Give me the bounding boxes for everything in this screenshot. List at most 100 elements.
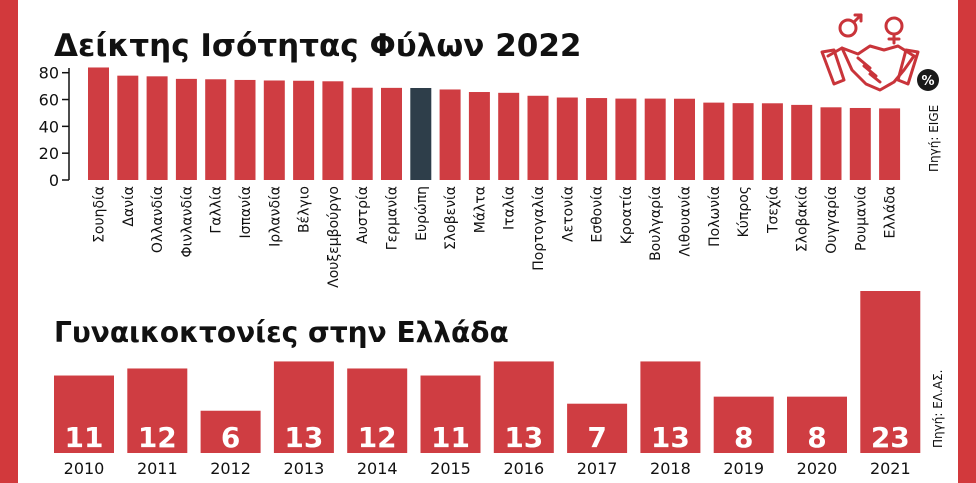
bar-value-label: 23 bbox=[871, 421, 910, 454]
year-label: 2014 bbox=[357, 459, 398, 478]
bar bbox=[493, 361, 554, 453]
chart1-source: Πηγή: EIGE bbox=[927, 105, 941, 172]
category-label: Ευρώπη bbox=[414, 186, 430, 241]
year-label: 2012 bbox=[210, 459, 251, 478]
bar-value-label: 8 bbox=[734, 421, 753, 454]
bar bbox=[175, 78, 197, 180]
bar bbox=[54, 375, 114, 453]
year-label: 2019 bbox=[723, 459, 764, 478]
chart1-bars bbox=[88, 67, 901, 180]
year-label: 2018 bbox=[650, 459, 691, 478]
category-label: Λουξεμβούργο bbox=[326, 186, 342, 288]
category-label: Ουγγαρία bbox=[824, 186, 840, 254]
category-label: Ολλανδία bbox=[150, 186, 166, 253]
category-label: Λετονία bbox=[560, 186, 576, 242]
y-tick-label: 80 bbox=[39, 64, 59, 83]
bar bbox=[791, 104, 813, 180]
category-label: Λιθουανία bbox=[678, 186, 694, 257]
category-label: Κύπρος bbox=[736, 186, 752, 237]
category-label: Μάλτα bbox=[472, 186, 488, 233]
chart2-year-labels: 2010 2011 2012 2013 2014 2015 2016 2017 2018 2019… bbox=[64, 459, 911, 478]
bar bbox=[88, 67, 109, 180]
category-label: Εσθονία bbox=[590, 186, 606, 243]
category-label: Ιρλανδία bbox=[267, 186, 283, 247]
bar bbox=[860, 291, 921, 453]
chart1-y-axis: 0 20 40 60 80 bbox=[39, 64, 70, 190]
category-label: Βέλγιο bbox=[297, 186, 313, 233]
bar bbox=[586, 98, 608, 180]
y-tick-label: 40 bbox=[39, 117, 59, 136]
bar bbox=[820, 107, 842, 180]
category-label: Ρουμανία bbox=[853, 186, 869, 251]
bar bbox=[556, 97, 578, 180]
category-label: Ισπανία bbox=[238, 186, 254, 238]
category-label: Βουλγαρία bbox=[648, 186, 664, 261]
category-label: Αυστρία bbox=[355, 186, 371, 244]
bar bbox=[293, 80, 315, 180]
bar bbox=[567, 403, 628, 453]
bar bbox=[351, 87, 373, 180]
bar bbox=[200, 410, 261, 453]
bar bbox=[527, 95, 549, 180]
bar bbox=[761, 103, 783, 180]
category-label: Πολωνία bbox=[707, 186, 723, 247]
bar bbox=[644, 98, 666, 180]
bar bbox=[234, 79, 256, 180]
bar bbox=[146, 76, 168, 180]
year-label: 2010 bbox=[64, 459, 105, 478]
category-label: Τσεχία bbox=[765, 186, 781, 234]
bar bbox=[879, 108, 901, 180]
bar bbox=[703, 102, 725, 180]
bar bbox=[615, 98, 637, 180]
bar bbox=[347, 368, 408, 453]
bar-value-label: 6 bbox=[221, 421, 240, 454]
category-label: Σουηδία bbox=[92, 186, 108, 243]
category-label: Γερμανία bbox=[385, 186, 401, 250]
bar bbox=[127, 368, 188, 453]
bar-value-label: 8 bbox=[807, 421, 826, 454]
year-label: 2021 bbox=[870, 459, 911, 478]
bar bbox=[273, 361, 334, 453]
year-label: 2015 bbox=[430, 459, 471, 478]
category-label: Πορτογαλία bbox=[531, 186, 547, 271]
chart2-title: Γυναικοκτονίες στην Ελλάδα bbox=[54, 316, 509, 349]
bar bbox=[849, 107, 871, 180]
bar-value-label: 11 bbox=[431, 421, 470, 454]
category-label: Κροατία bbox=[619, 186, 635, 244]
category-label: Ιταλία bbox=[502, 186, 518, 230]
year-label: 2011 bbox=[137, 459, 178, 478]
bar bbox=[640, 361, 701, 453]
bar bbox=[674, 98, 695, 180]
bar bbox=[420, 375, 481, 453]
year-label: 2016 bbox=[503, 459, 544, 478]
year-label: 2017 bbox=[577, 459, 618, 478]
year-label: 2013 bbox=[284, 459, 325, 478]
bar-value-label: 7 bbox=[587, 421, 606, 454]
percent-badge-text: % bbox=[921, 74, 934, 89]
bar bbox=[322, 81, 344, 180]
bar bbox=[732, 103, 754, 180]
category-label: Σλοβακία bbox=[795, 186, 811, 252]
category-label: Ελλάδα bbox=[883, 186, 899, 238]
bar bbox=[787, 396, 847, 453]
category-label: Σλοβενία bbox=[443, 186, 459, 250]
chart-canvas: Δείκτης Ισότητας Φύλων 2022 % Πηγή: EIGE… bbox=[39, 13, 945, 478]
chart1-category-labels: Σουηδία Δανία Ολλανδία Φινλανδία Γαλλία Ισπαν… bbox=[92, 186, 899, 288]
y-tick-label: 0 bbox=[49, 171, 59, 190]
bar bbox=[713, 396, 774, 453]
bar-value-label: 13 bbox=[651, 421, 690, 454]
bar-value-label: 12 bbox=[358, 421, 397, 454]
bar-value-label: 13 bbox=[504, 421, 543, 454]
bar bbox=[381, 87, 402, 180]
y-tick-label: 20 bbox=[39, 144, 59, 163]
bar bbox=[498, 92, 520, 180]
chart-frame: Δείκτης Ισότητας Φύλων 2022 % Πηγή: EIGE… bbox=[18, 0, 958, 483]
bar bbox=[263, 80, 285, 180]
chart2-bars: 11 12 6 13 12 11 13 7 13 8 8 23 bbox=[54, 291, 921, 454]
chart2-source: Πηγή: ΕΛ.ΑΣ. bbox=[931, 370, 945, 448]
bar-value-label: 13 bbox=[284, 421, 323, 454]
y-tick-label: 60 bbox=[39, 91, 59, 110]
category-label: Δανία bbox=[121, 186, 137, 227]
percent-badge: % bbox=[917, 69, 939, 91]
bar bbox=[205, 79, 227, 180]
